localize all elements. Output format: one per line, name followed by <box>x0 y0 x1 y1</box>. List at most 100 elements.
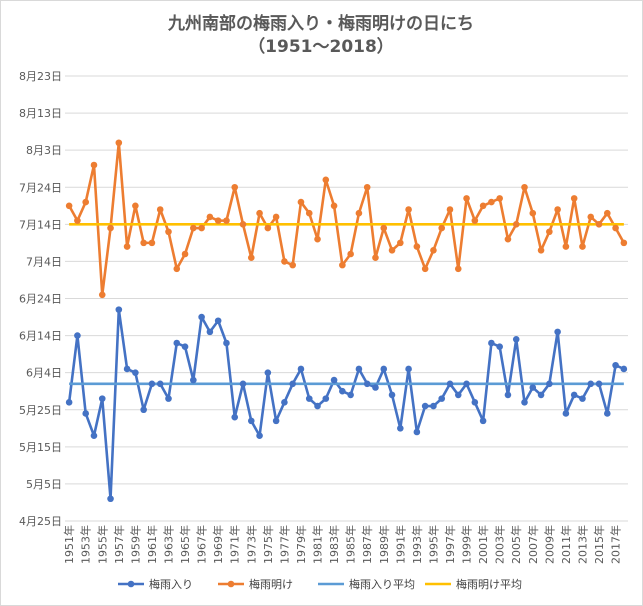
y-tick-label: 7月4日 <box>26 255 62 268</box>
x-tick-label: 1971年 <box>228 525 242 564</box>
data-point <box>612 224 619 232</box>
data-point <box>297 365 305 373</box>
x-tick-label: 2017年 <box>609 525 623 564</box>
data-point <box>604 410 611 417</box>
data-point <box>521 399 528 406</box>
data-point <box>612 361 619 369</box>
x-tick-label: 1961年 <box>145 525 159 564</box>
data-point <box>579 243 586 250</box>
data-point <box>239 380 247 388</box>
x-tick-label: 1995年 <box>426 525 440 564</box>
data-point <box>604 209 611 217</box>
data-point <box>214 217 222 224</box>
data-point <box>289 261 296 269</box>
gridlines <box>65 75 628 522</box>
data-point <box>98 291 106 299</box>
data-point <box>537 391 545 399</box>
data-point <box>570 391 578 399</box>
data-point <box>123 365 131 373</box>
legend: 梅雨入り 梅雨明け 梅雨入り平均 梅雨明け平均 <box>118 577 522 591</box>
data-point <box>140 406 147 414</box>
data-point <box>305 395 313 402</box>
data-point <box>454 391 462 399</box>
data-point <box>198 313 205 321</box>
data-point <box>504 235 512 243</box>
data-point <box>190 224 197 232</box>
data-point <box>595 221 603 228</box>
data-point <box>587 380 595 388</box>
x-tick-label: 1977年 <box>277 525 291 564</box>
data-point <box>380 365 388 373</box>
data-point <box>305 209 313 217</box>
legend-label: 梅雨明け平均 <box>456 577 522 591</box>
data-point <box>521 183 528 191</box>
data-point <box>140 239 147 247</box>
x-tick-label: 2015年 <box>592 525 606 564</box>
data-point <box>231 183 239 191</box>
data-point <box>156 380 164 388</box>
data-point <box>496 195 503 202</box>
data-point <box>512 221 520 228</box>
data-point <box>562 243 570 250</box>
data-point <box>430 246 437 254</box>
x-tick-label: 1981年 <box>311 525 325 564</box>
data-point <box>620 239 628 247</box>
y-tick-label: 8月13日 <box>19 107 62 120</box>
x-tick-label: 1959年 <box>128 525 142 564</box>
x-tick-label: 1989年 <box>377 525 391 564</box>
legend-label: 梅雨入り <box>149 577 193 591</box>
x-tick-label: 1993年 <box>410 525 424 564</box>
data-point <box>479 202 487 210</box>
data-point <box>488 339 495 347</box>
data-point <box>65 202 73 210</box>
data-point <box>132 202 139 210</box>
data-point <box>587 213 595 221</box>
data-point <box>173 265 181 273</box>
data-point <box>82 410 89 417</box>
data-point <box>272 417 280 425</box>
x-tick-label: 1951年 <box>62 525 76 564</box>
data-point <box>421 265 429 273</box>
data-point <box>363 183 371 191</box>
data-point <box>264 224 272 232</box>
data-point <box>512 335 520 343</box>
data-point <box>65 399 73 406</box>
data-point <box>198 224 205 232</box>
chart-subtitle: （1951～2018） <box>248 36 394 57</box>
data-point <box>256 432 263 440</box>
data-point <box>272 213 280 221</box>
y-tick-label: 6月24日 <box>19 293 62 306</box>
data-point <box>206 328 214 336</box>
x-tick-label: 1969年 <box>211 525 225 564</box>
data-point <box>247 254 255 262</box>
data-point <box>380 224 388 232</box>
y-tick-label: 5月15日 <box>19 441 62 454</box>
data-point <box>256 209 263 217</box>
data-point <box>107 495 114 503</box>
data-point <box>546 380 553 388</box>
y-tick-label: 5月5日 <box>26 478 62 491</box>
x-tick-label: 1979年 <box>294 525 308 564</box>
data-point <box>115 139 123 147</box>
x-tick-label: 2013年 <box>575 525 589 564</box>
legend-label: 梅雨明け <box>249 577 293 591</box>
series-markers <box>65 139 628 503</box>
data-point <box>314 235 321 243</box>
data-point <box>281 258 288 265</box>
data-point <box>82 198 89 206</box>
data-point <box>339 261 346 269</box>
data-point <box>165 228 172 236</box>
data-point <box>463 380 470 388</box>
data-point <box>372 384 379 391</box>
data-point <box>90 432 98 440</box>
data-point <box>430 402 437 410</box>
x-tick-label: 2011年 <box>559 525 573 564</box>
data-point <box>223 339 230 347</box>
x-tick-label: 2005年 <box>509 525 523 564</box>
data-point <box>421 402 429 410</box>
data-point <box>330 202 338 210</box>
x-tick-label: 1991年 <box>393 525 407 564</box>
